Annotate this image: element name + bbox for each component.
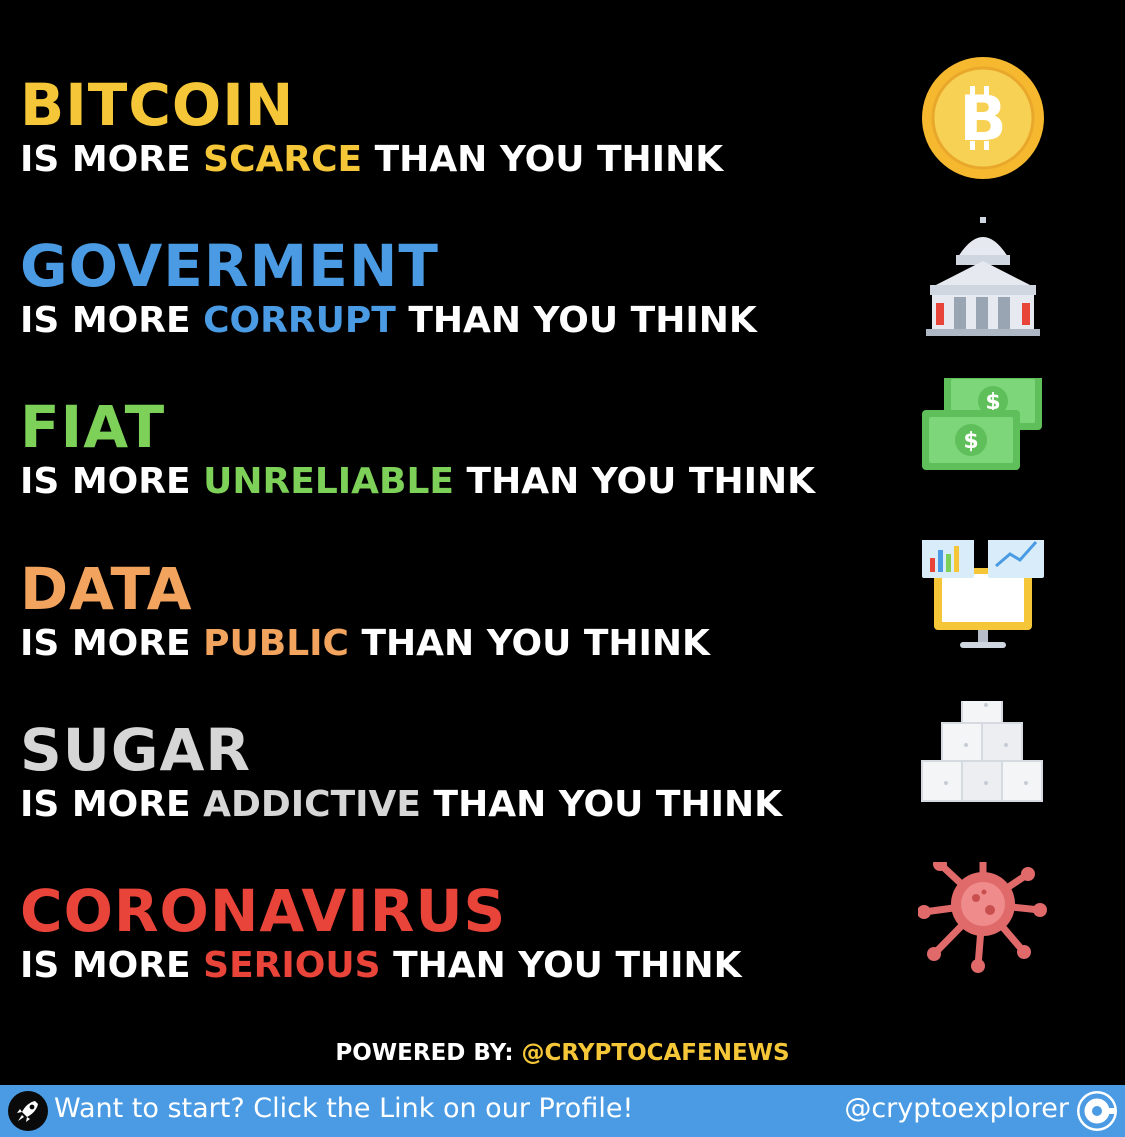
powered-label: POWERED BY: [335,1040,522,1066]
svg-text:$: $ [963,429,978,454]
line-prefix: IS MORE [20,461,204,502]
computer-monitor-icon [918,540,1048,670]
rocket-icon [8,1091,48,1131]
sugar-cubes-icon [918,701,1048,831]
row-title: GOVERMENT [20,232,439,300]
line-suffix: THAN YOU THINK [421,784,783,825]
row-line: IS MORE CORRUPT THAN YOU THINK [20,303,757,339]
bottom-bar: Want to start? Click the Link on our Pro… [0,1085,1125,1137]
row-title: FIAT [20,393,166,461]
row-data: DATA IS MORE PUBLIC THAN YOU THINK [0,540,1125,710]
line-keyword: ADDICTIVE [203,784,421,825]
svg-text:B: B [959,82,1006,155]
line-suffix: THAN YOU THINK [348,623,710,664]
row-line: IS MORE PUBLIC THAN YOU THINK [20,626,710,662]
row-title: SUGAR [20,716,252,784]
line-prefix: IS MORE [20,623,204,664]
line-keyword: SERIOUS [203,945,381,986]
row-line: IS MORE UNRELIABLE THAN YOU THINK [20,464,815,500]
government-building-icon [918,217,1048,347]
row-line: IS MORE SERIOUS THAN YOU THINK [20,948,742,984]
handle-link[interactable]: @cryptoexplorer [844,1093,1069,1124]
brand-logo-icon [1077,1091,1117,1131]
line-prefix: IS MORE [20,945,204,986]
line-keyword: PUBLIC [203,623,349,664]
line-suffix: THAN YOU THINK [395,300,757,341]
svg-text:$: $ [985,390,1000,415]
line-prefix: IS MORE [20,300,204,341]
line-prefix: IS MORE [20,784,204,825]
powered-handle: @CRYPTOCAFENEWS [521,1040,790,1066]
row-line: IS MORE ADDICTIVE THAN YOU THINK [20,787,782,823]
cta-link[interactable]: Want to start? Click the Link on our Pro… [54,1093,634,1124]
row-coronavirus: CORONAVIRUS IS MORE SERIOUS THAN YOU THI… [0,862,1125,1032]
row-bitcoin: BITCOIN IS MORE SCARCE THAN YOU THINK B [0,57,1125,226]
row-line: IS MORE SCARCE THAN YOU THINK [20,142,723,178]
line-prefix: IS MORE [20,139,204,180]
row-government: GOVERMENT IS MORE CORRUPT THAN YOU THINK [0,217,1125,387]
virus-icon [918,862,1048,992]
line-suffix: THAN YOU THINK [380,945,742,986]
line-keyword: CORRUPT [203,300,396,341]
row-fiat: FIAT IS MORE UNRELIABLE THAN YOU THINK $… [0,378,1125,548]
row-title: CORONAVIRUS [20,877,507,945]
row-sugar: SUGAR IS MORE ADDICTIVE THAN YOU THINK [0,701,1125,871]
line-suffix: THAN YOU THINK [362,139,724,180]
row-title: BITCOIN [20,71,295,139]
dollar-bills-icon: $ $ [918,378,1048,508]
row-title: DATA [20,555,193,623]
line-keyword: SCARCE [203,139,363,180]
powered-by-line: POWERED BY: @CRYPTOCAFENEWS [0,1040,1125,1066]
line-suffix: THAN YOU THINK [453,461,815,502]
line-keyword: UNRELIABLE [203,461,454,502]
bitcoin-coin-icon: B [918,56,1048,186]
